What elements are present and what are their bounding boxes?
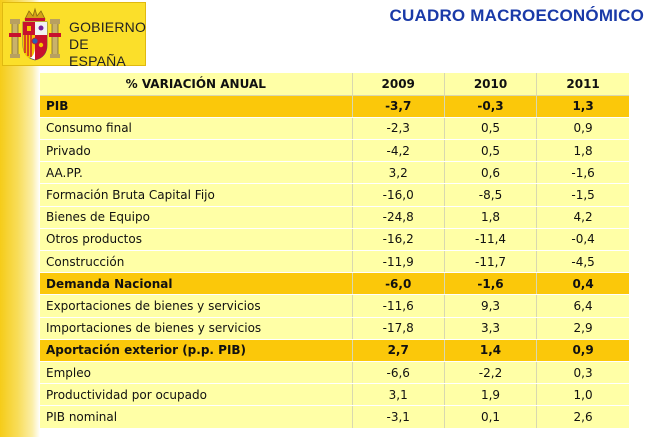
row-value-2009: -6,0 [352, 272, 445, 296]
row-value-2011: -0,4 [536, 228, 629, 252]
row-value-2009: -11,9 [352, 250, 445, 274]
row-value-2009: -6,6 [352, 361, 445, 385]
row-label: Consumo final [40, 117, 353, 141]
table-row: Importaciones de bienes y servicios -17,… [40, 317, 629, 340]
row-value-2010: 0,6 [444, 161, 538, 185]
row-label: Demanda Nacional [40, 272, 353, 296]
row-value-2009: -4,2 [352, 139, 445, 163]
row-label: PIB [40, 95, 353, 118]
table-row: PIB nominal -3,1 0,1 2,6 [40, 405, 629, 429]
row-label: Formación Bruta Capital Fijo [40, 183, 353, 207]
macro-table: % VARIACIÓN ANUAL 2009 2010 2011 PIB -3,… [40, 73, 629, 429]
table-row: Otros productos -16,2 -11,4 -0,4 [40, 228, 629, 252]
row-value-2010: -11,4 [444, 228, 538, 252]
row-value-2010: 0,5 [444, 139, 538, 163]
row-value-2009: -11,6 [352, 294, 445, 318]
row-value-2010: 0,5 [444, 117, 538, 141]
table-row: Exportaciones de bienes y servicios -11,… [40, 294, 629, 318]
row-value-2011: -4,5 [536, 250, 629, 274]
row-value-2011: 0,9 [536, 339, 629, 362]
table-row: Privado -4,2 0,5 1,8 [40, 139, 629, 163]
left-decorative-band [0, 0, 40, 437]
logo-text: GOBIERNO DE ESPAÑA [69, 19, 146, 70]
row-label: Productividad por ocupado [40, 383, 353, 407]
table-row: PIB -3,7 -0,3 1,3 [40, 95, 629, 118]
row-value-2010: 0,1 [444, 405, 538, 429]
row-value-2009: 3,2 [352, 161, 445, 185]
logo-line-2: DE ESPAÑA [69, 36, 126, 69]
row-value-2011: 0,3 [536, 361, 629, 385]
page-title: CUADRO MACROECONÓMICO [389, 6, 644, 25]
row-value-2010: 9,3 [444, 294, 538, 318]
row-value-2009: -24,8 [352, 206, 445, 229]
table-row: Bienes de Equipo -24,8 1,8 4,2 [40, 206, 629, 229]
row-value-2011: 1,3 [536, 95, 629, 118]
row-label: Privado [40, 139, 353, 163]
row-value-2011: 1,8 [536, 139, 629, 163]
coat-of-arms-icon [9, 7, 61, 61]
row-value-2010: -8,5 [444, 183, 538, 207]
column-header-2010: 2010 [444, 73, 538, 96]
row-value-2011: 2,9 [536, 317, 629, 340]
column-header-2011: 2011 [536, 73, 629, 96]
row-value-2010: -1,6 [444, 272, 538, 296]
row-label: AA.PP. [40, 161, 353, 185]
row-value-2010: 3,3 [444, 317, 538, 340]
row-value-2009: -3,1 [352, 405, 445, 429]
row-value-2011: 0,9 [536, 117, 629, 141]
row-value-2011: 2,6 [536, 405, 629, 429]
row-label: Otros productos [40, 228, 353, 252]
row-value-2011: 1,0 [536, 383, 629, 407]
row-value-2011: -1,5 [536, 183, 629, 207]
row-value-2009: -16,0 [352, 183, 445, 207]
row-value-2009: -2,3 [352, 117, 445, 141]
table-row: Consumo final -2,3 0,5 0,9 [40, 117, 629, 141]
row-value-2010: 1,9 [444, 383, 538, 407]
row-value-2009: -16,2 [352, 228, 445, 252]
government-logo: GOBIERNO DE ESPAÑA [2, 2, 146, 69]
row-value-2010: 1,4 [444, 339, 538, 362]
table-header-row: % VARIACIÓN ANUAL 2009 2010 2011 [40, 73, 629, 96]
table-row: Empleo -6,6 -2,2 0,3 [40, 361, 629, 385]
row-label: Aportación exterior (p.p. PIB) [40, 339, 353, 362]
row-value-2009: -3,7 [352, 95, 445, 118]
row-value-2011: 0,4 [536, 272, 629, 296]
table-row: Construcción -11,9 -11,7 -4,5 [40, 250, 629, 274]
table-row: Productividad por ocupado 3,1 1,9 1,0 [40, 383, 629, 407]
column-header-2009: 2009 [352, 73, 445, 96]
table-row: AA.PP. 3,2 0,6 -1,6 [40, 161, 629, 185]
row-value-2011: -1,6 [536, 161, 629, 185]
table-row: Aportación exterior (p.p. PIB) 2,7 1,4 0… [40, 339, 629, 362]
row-value-2010: -11,7 [444, 250, 538, 274]
row-value-2011: 6,4 [536, 294, 629, 318]
column-header-label: % VARIACIÓN ANUAL [40, 73, 353, 96]
row-label: Exportaciones de bienes y servicios [40, 294, 353, 318]
row-value-2010: -2,2 [444, 361, 538, 385]
row-value-2010: 1,8 [444, 206, 538, 229]
row-value-2009: -17,8 [352, 317, 445, 340]
row-label: Bienes de Equipo [40, 206, 353, 229]
table-row: Demanda Nacional -6,0 -1,6 0,4 [40, 272, 629, 296]
table-row: Formación Bruta Capital Fijo -16,0 -8,5 … [40, 183, 629, 207]
row-label: PIB nominal [40, 405, 353, 429]
row-value-2011: 4,2 [536, 206, 629, 229]
row-value-2009: 2,7 [352, 339, 445, 362]
row-label: Construcción [40, 250, 353, 274]
row-value-2009: 3,1 [352, 383, 445, 407]
logo-line-1: GOBIERNO [69, 19, 147, 35]
row-label: Importaciones de bienes y servicios [40, 317, 353, 340]
row-label: Empleo [40, 361, 353, 385]
row-value-2010: -0,3 [444, 95, 538, 118]
